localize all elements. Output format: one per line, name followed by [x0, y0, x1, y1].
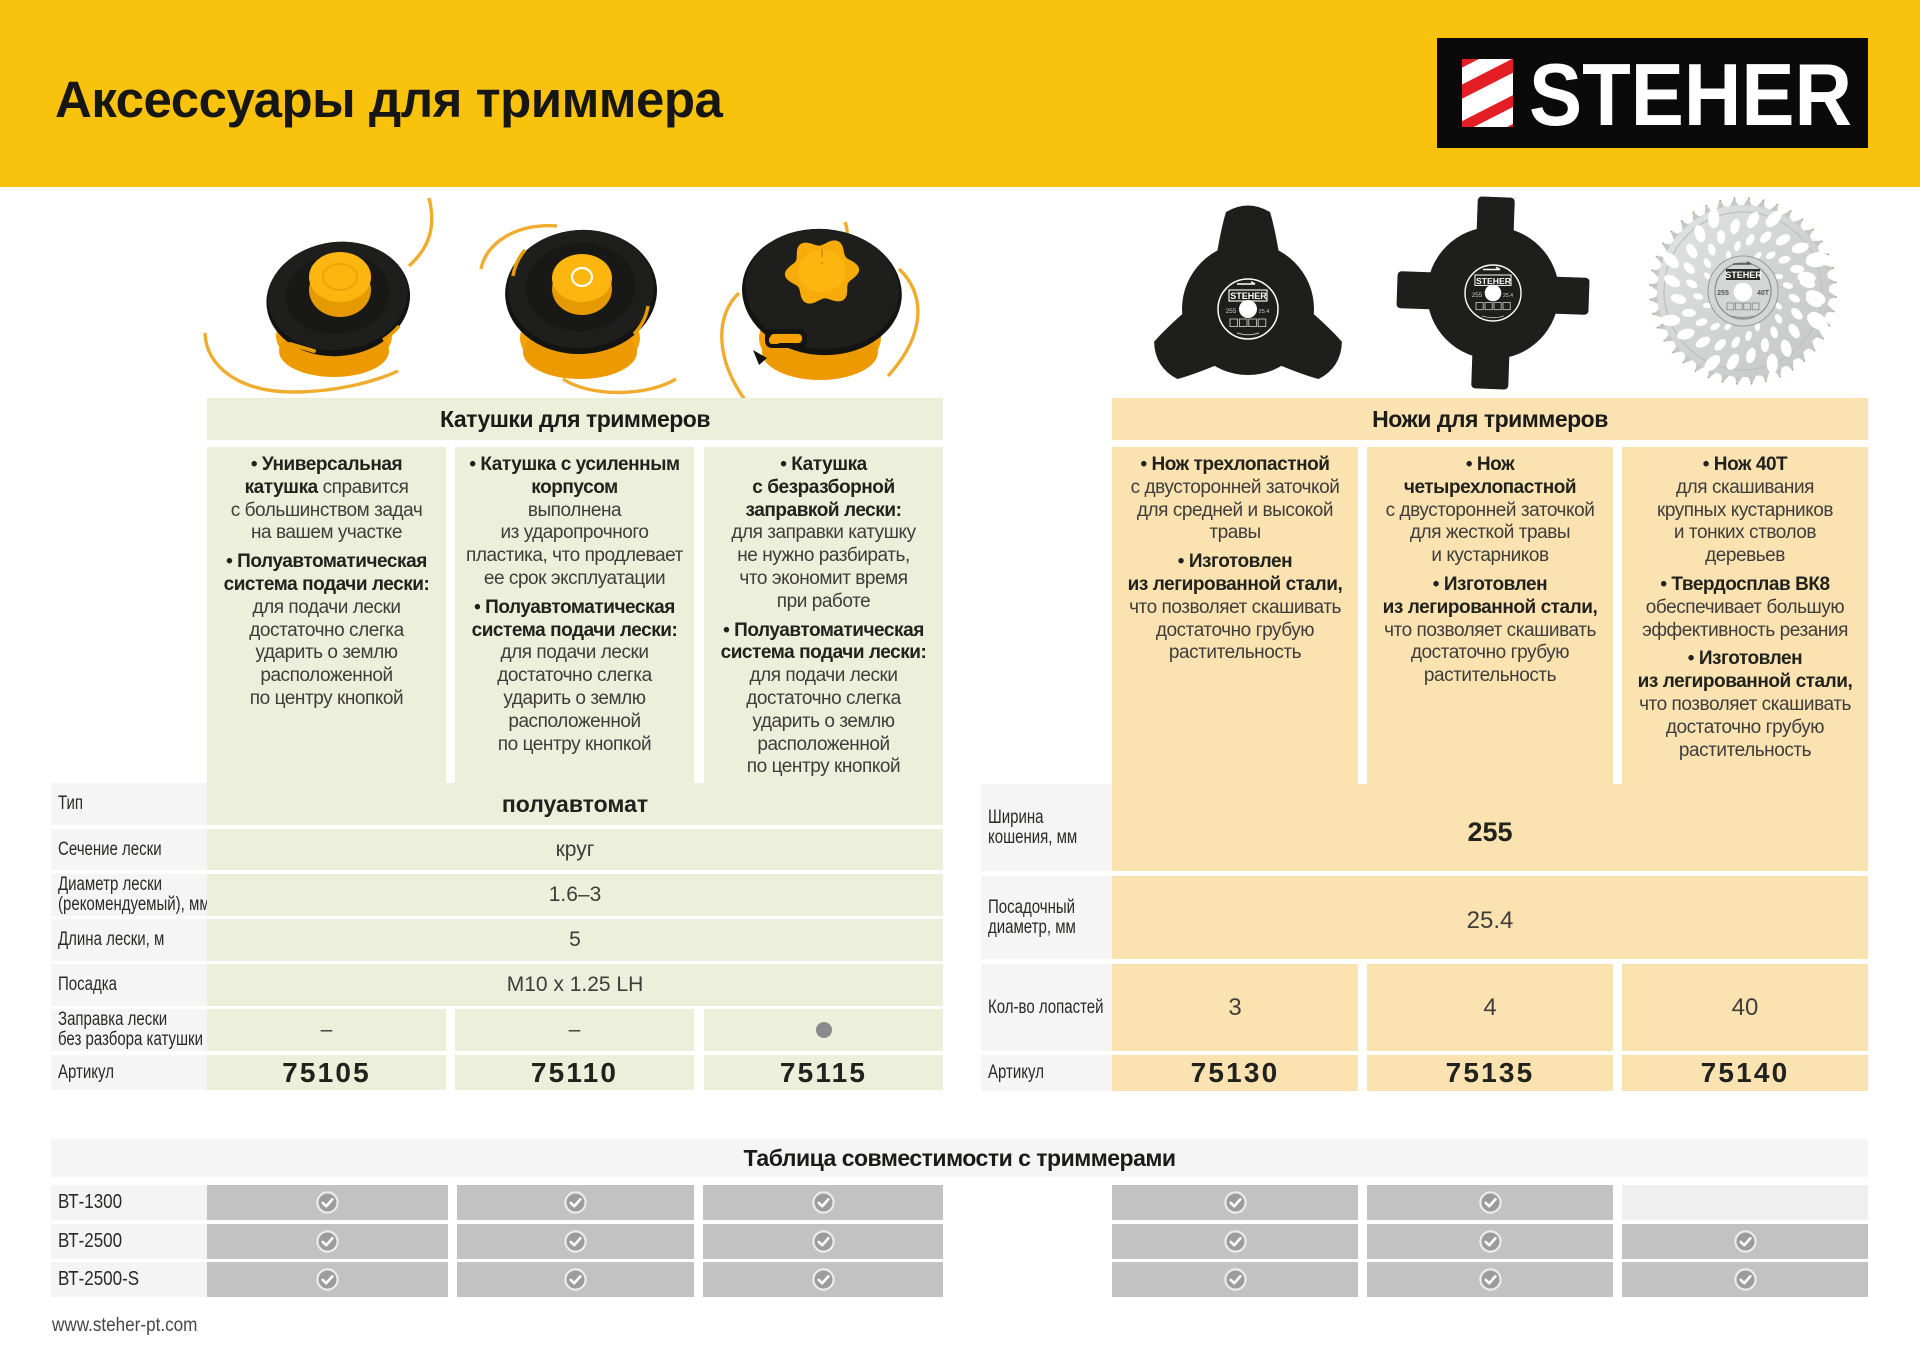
svg-text:STEHER: STEHER [1529, 45, 1852, 144]
svg-text:255: 255 [1226, 308, 1237, 315]
svg-text:STEHER: STEHER [1476, 276, 1512, 286]
svg-text:STEHER: STEHER [1725, 270, 1762, 280]
svg-text:STEHER: STEHER [1230, 291, 1267, 301]
svg-text:255: 255 [1472, 292, 1483, 299]
svg-text:255: 255 [1717, 290, 1729, 297]
svg-text:25.4: 25.4 [1259, 309, 1270, 315]
svg-text:40T: 40T [1757, 290, 1770, 297]
svg-text:25.4: 25.4 [1503, 293, 1513, 299]
